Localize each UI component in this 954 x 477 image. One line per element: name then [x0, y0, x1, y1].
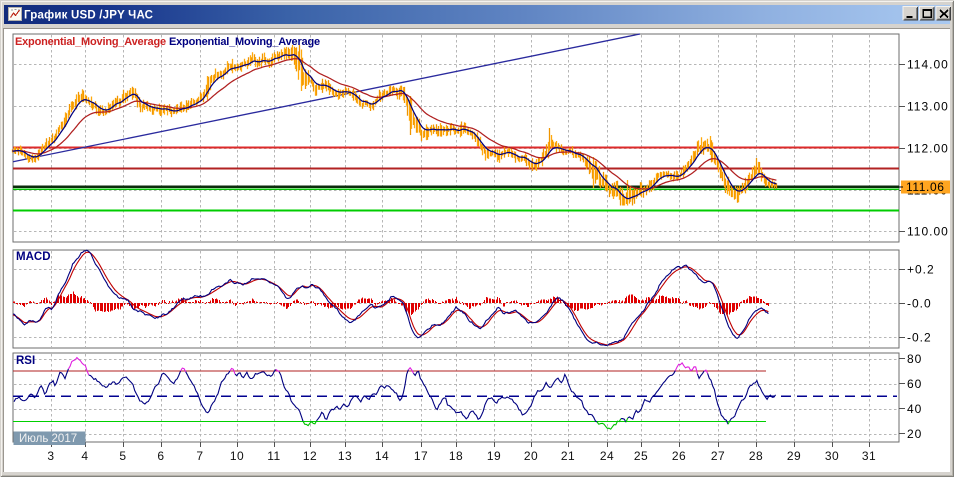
svg-text:+0.2: +0.2	[907, 263, 935, 277]
svg-text:13: 13	[338, 449, 352, 463]
svg-text:27: 27	[711, 449, 725, 463]
svg-text:29: 29	[787, 449, 801, 463]
svg-text:24: 24	[600, 449, 614, 463]
svg-text:60: 60	[907, 377, 922, 391]
svg-text:30: 30	[825, 449, 839, 463]
svg-text:RSI: RSI	[16, 355, 35, 367]
svg-text:110.00: 110.00	[907, 225, 949, 239]
svg-text:5: 5	[119, 449, 126, 463]
svg-text:-0.0: -0.0	[907, 297, 932, 311]
svg-text:График USD /JPY ЧАС: График USD /JPY ЧАС	[24, 10, 153, 22]
svg-text:40: 40	[907, 402, 922, 416]
svg-text:3: 3	[47, 449, 54, 463]
svg-text:4: 4	[81, 449, 88, 463]
svg-text:113.00: 113.00	[907, 100, 949, 114]
svg-text:11: 11	[267, 449, 280, 463]
svg-text:21: 21	[561, 449, 575, 463]
svg-text:111.06: 111.06	[906, 180, 945, 194]
svg-text:114.00: 114.00	[907, 58, 949, 72]
svg-text:Exponential_Moving_Average: Exponential_Moving_Average	[15, 36, 166, 48]
svg-text:10: 10	[230, 449, 244, 463]
svg-text:20: 20	[524, 449, 538, 463]
svg-text:17: 17	[414, 449, 428, 463]
svg-text:28: 28	[749, 449, 763, 463]
svg-text:Exponential_Moving_Average: Exponential_Moving_Average	[169, 36, 320, 48]
svg-text:14: 14	[375, 449, 389, 463]
svg-text:26: 26	[672, 449, 686, 463]
svg-text:MACD: MACD	[16, 251, 51, 263]
svg-text:6: 6	[157, 449, 164, 463]
svg-text:20: 20	[907, 427, 922, 441]
svg-text:31: 31	[862, 449, 876, 463]
svg-text:18: 18	[449, 449, 463, 463]
svg-text:-0.2: -0.2	[907, 331, 932, 345]
svg-text:12: 12	[303, 449, 317, 463]
svg-text:Июль 2017: Июль 2017	[19, 433, 77, 445]
svg-text:19: 19	[487, 449, 501, 463]
svg-text:112.00: 112.00	[907, 142, 949, 156]
svg-text:7: 7	[196, 449, 203, 463]
svg-text:25: 25	[634, 449, 648, 463]
svg-text:80: 80	[907, 352, 922, 366]
